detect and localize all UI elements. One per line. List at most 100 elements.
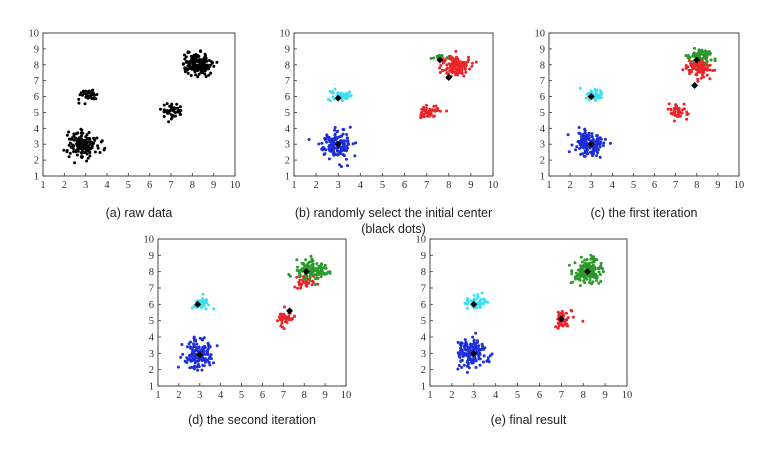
data-point <box>78 139 82 143</box>
x-tick-label: 5 <box>515 390 520 401</box>
data-point <box>570 272 574 276</box>
data-point <box>578 268 582 272</box>
data-point <box>682 107 685 111</box>
data-point <box>490 352 494 356</box>
data-point <box>326 97 330 101</box>
y-tick-label: 1 <box>285 172 290 183</box>
data-point <box>479 298 483 302</box>
data-point <box>311 280 315 284</box>
y-tick-label: 1 <box>149 382 154 393</box>
data-point <box>685 110 689 114</box>
data-point <box>281 317 285 321</box>
data-point <box>77 136 81 140</box>
data-point <box>307 281 311 285</box>
data-point <box>320 147 324 151</box>
data-point <box>564 318 568 322</box>
scatter-points <box>566 46 717 159</box>
data-point <box>445 63 449 67</box>
data-point <box>338 163 342 167</box>
data-point <box>468 67 472 71</box>
data-point <box>204 75 208 79</box>
data-point <box>87 136 91 140</box>
y-tick-label: 8 <box>540 60 545 71</box>
data-point <box>276 319 280 323</box>
data-point <box>202 346 205 349</box>
data-point <box>83 102 87 106</box>
data-point <box>458 355 462 359</box>
data-point <box>196 368 200 372</box>
data-point <box>171 113 174 117</box>
data-point <box>438 66 442 70</box>
y-tick-label: 9 <box>285 44 290 55</box>
data-point <box>706 68 709 72</box>
data-point <box>444 68 448 72</box>
data-point <box>682 102 686 106</box>
data-point <box>334 135 338 139</box>
cluster-center <box>302 268 310 276</box>
data-point <box>471 335 475 339</box>
data-point <box>76 131 80 135</box>
data-point <box>305 275 308 279</box>
data-point <box>471 346 475 350</box>
data-point <box>201 297 205 301</box>
data-point <box>203 69 207 73</box>
data-point <box>590 282 594 286</box>
data-point <box>694 73 698 77</box>
data-point <box>290 317 294 321</box>
cluster-center <box>196 351 204 359</box>
data-point <box>313 283 317 286</box>
x-tick-label: 3 <box>197 390 202 401</box>
data-point <box>296 286 300 290</box>
data-point <box>322 153 326 156</box>
data-point <box>345 136 349 140</box>
data-point <box>316 282 320 286</box>
data-point <box>586 92 589 96</box>
data-point <box>429 56 433 60</box>
data-point <box>308 279 312 283</box>
data-point <box>459 346 462 350</box>
y-tick-label: 5 <box>540 108 545 119</box>
data-point <box>451 64 455 68</box>
data-point <box>438 109 442 113</box>
data-point <box>188 358 192 362</box>
data-point <box>467 350 470 353</box>
data-point <box>212 361 215 365</box>
y-tick-label: 2 <box>34 156 39 167</box>
data-point <box>333 87 337 91</box>
data-point <box>201 351 205 354</box>
data-point <box>200 71 204 75</box>
data-point <box>335 149 339 153</box>
data-point <box>476 339 479 343</box>
data-point <box>589 151 593 155</box>
data-point <box>284 320 287 324</box>
data-point <box>478 363 482 367</box>
data-point <box>447 62 451 66</box>
data-point <box>582 145 585 149</box>
data-point <box>319 275 323 279</box>
panel-initial-centers: 1 2 3 4 5 6 7 8 9 10 1 2 3 4 5 6 7 8 9 10 <box>280 29 499 192</box>
data-point <box>78 93 82 97</box>
data-point <box>583 265 586 269</box>
data-point <box>595 154 599 158</box>
cluster-center <box>286 307 294 315</box>
data-point <box>325 133 329 137</box>
data-point <box>601 144 605 148</box>
x-tick-label: 3 <box>471 390 476 401</box>
data-point <box>307 260 311 264</box>
data-point <box>195 342 199 346</box>
data-point <box>566 316 570 320</box>
data-point <box>598 155 602 159</box>
x-tick-label: 7 <box>424 180 429 191</box>
panel-first-iteration: 1 2 3 4 5 6 7 8 9 10 1 2 3 4 5 6 7 8 9 10 <box>535 29 745 192</box>
data-point <box>570 270 574 274</box>
data-point <box>180 343 184 346</box>
data-point <box>474 331 478 335</box>
data-point <box>428 107 432 111</box>
cluster-center <box>557 315 565 323</box>
data-point <box>354 141 358 145</box>
y-tick-label: 9 <box>421 251 426 262</box>
y-tick-label: 10 <box>535 29 546 40</box>
data-point <box>201 292 205 296</box>
data-point <box>86 90 90 94</box>
data-point <box>559 323 562 327</box>
